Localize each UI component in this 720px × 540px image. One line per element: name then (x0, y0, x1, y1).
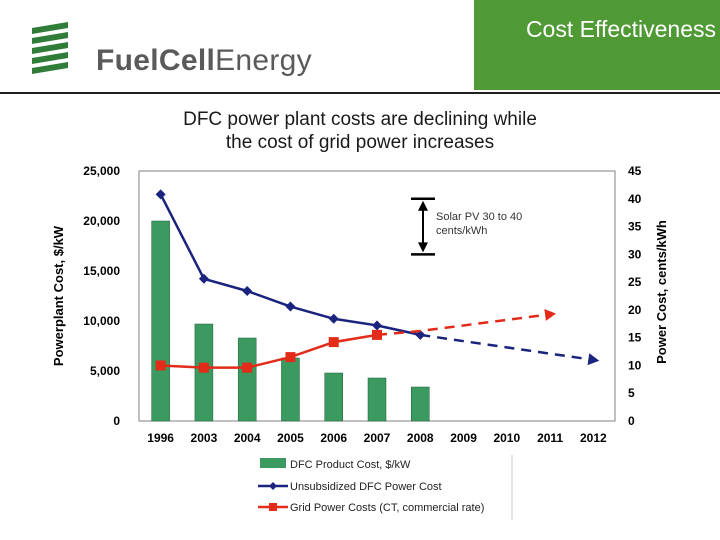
dfc-product-cost-bar (411, 386, 430, 422)
solar-pv-annotation: Solar PV 30 to 40 cents/kWh (411, 197, 522, 256)
grid-power-cost-projection-line (376, 313, 551, 337)
dfc-product-cost-bar (151, 220, 170, 422)
x-tick-label: 2008 (407, 431, 434, 445)
grid-power-cost-marker (328, 337, 339, 348)
right-tick-label: 5 (628, 386, 635, 400)
right-tick-label: 40 (628, 192, 642, 206)
left-tick-label: 20,000 (83, 214, 120, 228)
right-axis-ticks: 0 5 10 15 20 25 30 35 40 45 (628, 164, 642, 428)
dfc-product-cost-bars (151, 220, 430, 422)
dfc-power-cost-marker (155, 189, 166, 200)
subtitle-line-1: DFC power plant costs are declining whil… (183, 109, 537, 130)
dfc-power-cost-marker (242, 286, 253, 296)
right-axis-label: Power Cost, cents/kWh (654, 220, 669, 364)
dfc-product-cost-bar (324, 372, 343, 422)
dfc-power-cost-projection-arrowhead (587, 353, 600, 366)
dfc-power-cost-projection-line (420, 333, 594, 362)
logo-wordmark-bold: FuelCell (96, 44, 216, 77)
x-tick-label: 2004 (234, 431, 261, 445)
x-axis-ticks: 1996 2003 2004 2005 2006 2007 2008 2009 2010 2011… (147, 431, 607, 445)
right-tick-label: 10 (628, 358, 642, 372)
grid-power-cost-line (160, 333, 378, 369)
annotation-arrowhead-down (418, 242, 428, 253)
page-title: Cost Effectiveness (525, 16, 716, 42)
left-axis-ticks: 0 5,000 10,000 15,000 20,000 25,000 (83, 164, 120, 428)
legend-swatch-bar (260, 458, 286, 468)
left-tick-label: 25,000 (83, 164, 120, 178)
chart-legend: DFC Product Cost, $/kW Unsubsidized DFC P… (258, 455, 513, 520)
right-tick-label: 0 (628, 414, 635, 428)
left-axis-label: Powerplant Cost, $/kW (51, 225, 66, 366)
slide-subtitle: DFC power plant costs are declining whil… (110, 108, 610, 154)
right-tick-label: 35 (628, 220, 642, 234)
dfc-power-cost-marker (328, 313, 339, 324)
right-tick-label: 20 (628, 303, 642, 317)
x-tick-label: 2003 (191, 431, 218, 445)
dfc-product-cost-bar (237, 337, 257, 422)
logo-wordmark: FuelCellEnergy (96, 44, 312, 78)
x-tick-label: 2011 (537, 431, 563, 445)
legend-swatch-marker (269, 482, 277, 490)
annotation-arrowhead-up (418, 200, 428, 211)
x-tick-label: 2009 (450, 431, 477, 445)
left-tick-label: 10,000 (83, 314, 120, 328)
legend-label: Unsubsidized DFC Power Cost (290, 481, 442, 493)
left-tick-label: 5,000 (90, 364, 120, 378)
grid-power-cost-marker (242, 362, 253, 373)
dfc-power-cost-marker (372, 320, 382, 331)
legend-label: Grid Power Costs (CT, commercial rate) (290, 502, 484, 514)
annotation-line-2: cents/kWh (436, 225, 487, 237)
x-tick-label: 2012 (580, 431, 607, 445)
left-tick-label: 0 (113, 414, 120, 428)
legend-label: DFC Product Cost, $/kW (290, 459, 411, 471)
logo-wordmark-thin: Energy (215, 44, 312, 77)
grid-power-cost-projection-arrowhead (544, 309, 557, 321)
right-tick-label: 45 (628, 164, 642, 178)
x-tick-label: 2005 (277, 431, 304, 445)
dfc-power-cost-marker (198, 273, 209, 284)
x-tick-label: 1996 (147, 431, 174, 445)
power-cost-lines (155, 189, 600, 373)
right-tick-label: 15 (628, 331, 642, 345)
dfc-product-cost-bar (281, 357, 300, 422)
dfc-product-cost-bar (367, 377, 387, 422)
annotation-line-1: Solar PV 30 to 40 (436, 211, 522, 223)
title-box: Cost Effectiveness (474, 0, 720, 90)
header-band: FuelCellEnergy Cost Effectiveness (0, 0, 720, 94)
grid-power-cost-marker (285, 352, 296, 363)
grid-power-cost-marker (155, 360, 166, 371)
subtitle-line-2: the cost of grid power increases (225, 132, 495, 153)
x-tick-label: 2006 (320, 431, 347, 445)
cost-chart: 0 5,000 10,000 15,000 20,000 25,000 0 5 10 15 20 2… (51, 164, 669, 520)
x-tick-label: 2010 (493, 431, 520, 445)
left-tick-label: 15,000 (83, 264, 120, 278)
x-tick-label: 2007 (364, 431, 391, 445)
grid-power-cost-marker (372, 329, 382, 340)
grid-power-cost-marker (198, 362, 209, 373)
right-tick-label: 25 (628, 275, 642, 289)
legend-swatch-marker (269, 503, 277, 511)
fuelcell-logo-icon (32, 22, 68, 74)
dfc-power-cost-marker (285, 301, 296, 312)
right-tick-label: 30 (628, 247, 642, 261)
